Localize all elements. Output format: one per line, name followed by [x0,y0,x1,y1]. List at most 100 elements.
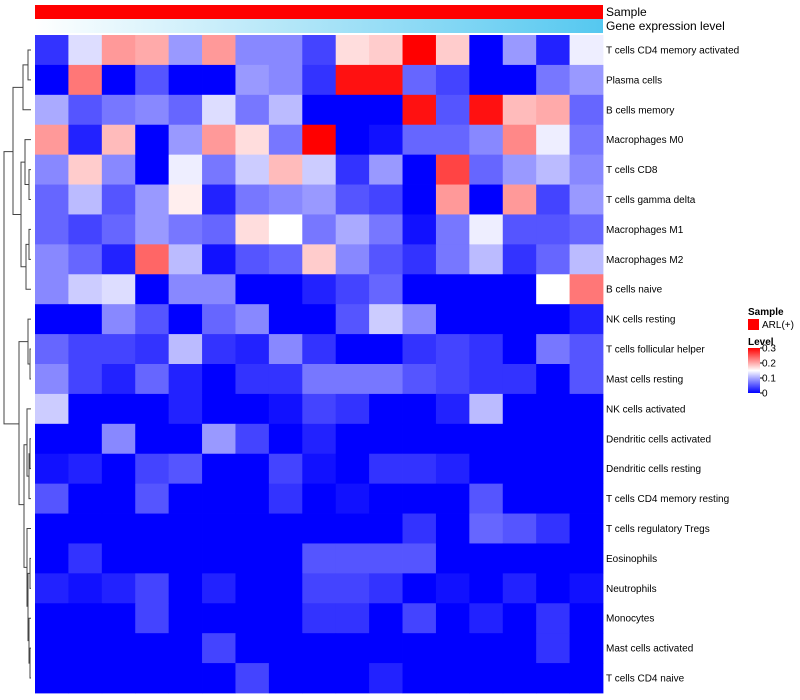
heatmap-cell [135,393,170,425]
heatmap-cell [335,364,370,395]
row-label: Plasma cells [606,75,662,86]
heatmap-cell [369,124,403,156]
heatmap-cell [68,244,103,275]
heatmap-cell [536,423,570,455]
heatmap-cell [35,423,69,455]
heatmap-cell [335,423,370,455]
heatmap-cell [536,274,570,305]
dendrogram-branch [3,151,19,425]
heatmap-cell [435,274,470,305]
heatmap-cell [469,214,504,245]
heatmap-cell [101,64,136,96]
heatmap-cell [135,603,170,634]
heatmap-cell [68,513,103,544]
heatmap-cell [35,64,69,96]
heatmap-cell [168,364,203,395]
heatmap-cell [302,393,337,425]
heatmap-cell [235,513,270,544]
dendrogram-branch [12,86,23,215]
heatmap-cell [35,603,69,634]
heatmap-cell [369,184,403,215]
heatmap-cell [135,124,170,156]
row-label: Mast cells activated [606,644,693,655]
heatmap-cell [569,274,604,305]
heatmap-cell [402,453,437,485]
heatmap-cell [435,244,470,275]
heatmap-cell [35,35,69,66]
dendrogram-branch [29,647,31,679]
row-label: T cells CD4 memory resting [606,494,729,505]
heatmap-cell [502,364,537,395]
heatmap-cell [35,393,69,425]
heatmap-cell [101,543,136,574]
heatmap-cell [335,334,370,365]
heatmap-cell [435,94,470,126]
heatmap-cell [268,543,303,574]
row-label: B cells naive [606,285,663,296]
level-tick-label: 0 [762,389,768,400]
level-legend: Level 0.3 0.2 0.1 0 [748,337,776,400]
heatmap-cell [302,184,337,215]
row-label: T cells regulatory Tregs [606,524,710,535]
heatmap-cell [101,274,136,305]
heatmap-cell [35,124,69,156]
heatmap-cell [68,633,103,664]
row-label: Monocytes [606,614,654,625]
heatmap-cell [35,633,69,664]
heatmap-cell [435,423,470,455]
heatmap-cell [268,364,303,395]
heatmap-cell [68,663,103,694]
heatmap-cell [235,364,270,395]
heatmap-cell [101,334,136,365]
heatmap-cell [502,244,537,275]
heatmap-cell [268,214,303,245]
heatmap-cell [235,274,270,305]
heatmap-cell [68,543,103,574]
dendrogram-branch [29,438,31,470]
heatmap-cell [168,663,203,694]
heatmap-cell [569,94,604,126]
heatmap-cell [35,513,69,544]
heatmap-cell [135,663,170,694]
heatmap-cell [35,94,69,126]
heatmap-cell [302,364,337,395]
heatmap-cell [268,483,303,514]
heatmap-cell [101,573,136,604]
heatmap-cell [35,573,69,604]
heatmap-cell [202,453,236,485]
heatmap-cell [35,214,69,245]
heatmap-cell [402,304,437,335]
heatmap-cell [435,304,470,335]
heatmap-cell [68,364,103,395]
heatmap-cell [268,423,303,455]
heatmap-cell [302,94,337,126]
heatmap-cell [302,603,337,634]
heatmap-cell [435,334,470,365]
heatmap-cell [402,64,437,96]
heatmap-cell [335,573,370,604]
heatmap-cell [235,64,270,96]
heatmap-cell [235,94,270,126]
row-label: T cells CD4 memory activated [606,45,739,56]
heatmap-cell [369,633,403,664]
dendrogram-branch [29,348,31,380]
heatmap-cell [68,184,103,215]
heatmap-cell [335,154,370,185]
heatmap-cell [35,483,69,514]
heatmap-cell [135,304,170,335]
heatmap-cell [202,274,236,305]
row-label: T cells CD8 [606,165,658,176]
heatmap-cell [536,35,570,66]
heatmap-cell [569,154,604,185]
heatmap-cell [502,184,537,215]
heatmap-cell [268,633,303,664]
heatmap-cell [135,483,170,514]
heatmap-cell [202,184,236,215]
heatmap-cell [335,393,370,425]
heatmap-cell [202,423,236,455]
heatmap-cell [402,663,437,694]
heatmap-cell [369,214,403,245]
heatmap-cell [268,453,303,485]
heatmap-cell [101,94,136,126]
heatmap-cell [369,543,403,574]
